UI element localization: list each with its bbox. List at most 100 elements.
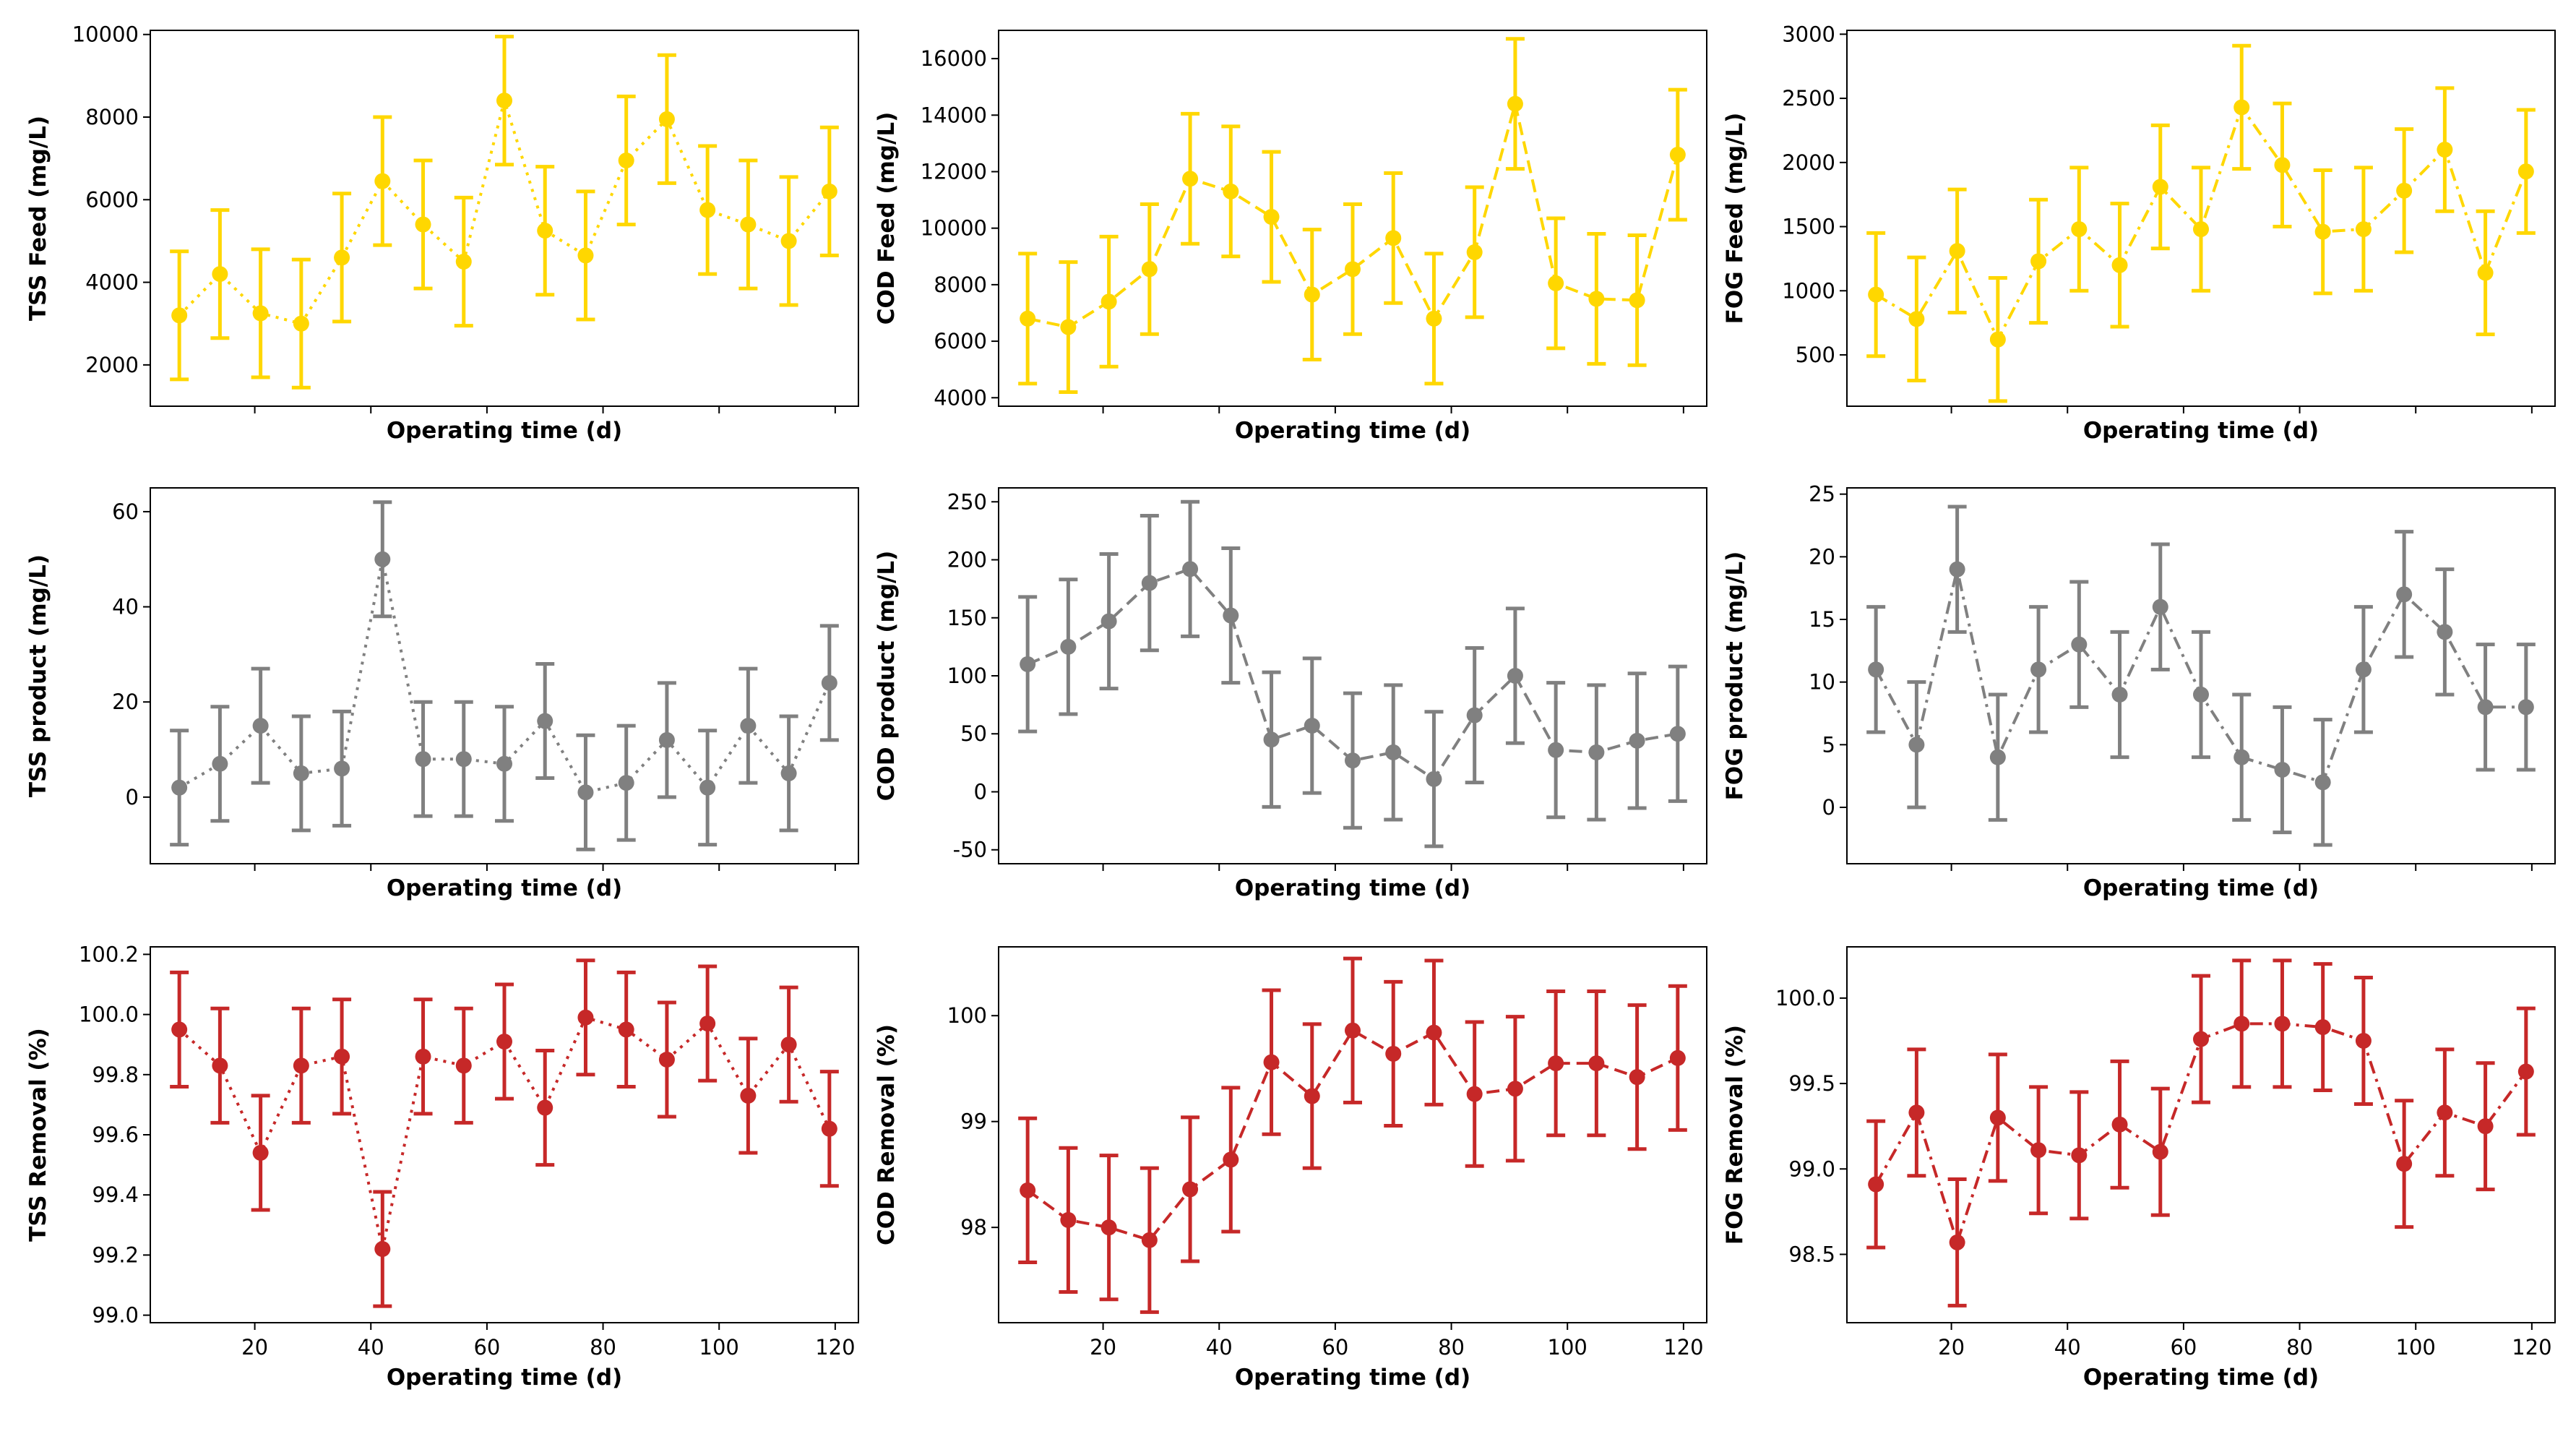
data-point: [1385, 744, 1402, 760]
y-tick-label: 2000: [1782, 150, 1835, 175]
data-point: [1548, 1055, 1564, 1072]
data-point: [1385, 1045, 1402, 1062]
tss-feed-plot-frame: [150, 30, 859, 407]
data-point: [1989, 749, 2006, 765]
y-tick-label: 99.8: [92, 1062, 139, 1087]
data-point: [1100, 613, 1117, 630]
data-point: [1345, 1022, 1361, 1039]
data-point: [293, 315, 309, 332]
data-point: [1263, 209, 1280, 226]
x-tick-label: 100: [699, 1335, 739, 1360]
x-tick-label: 100: [2396, 1335, 2436, 1360]
y-tick-label: 0: [974, 779, 987, 804]
data-point: [2396, 586, 2413, 603]
data-point: [1588, 744, 1605, 760]
data-point: [1141, 261, 1158, 278]
data-point: [2314, 774, 2331, 791]
data-point: [334, 1048, 350, 1065]
data-point: [1548, 742, 1564, 758]
y-tick-label: 100: [947, 664, 987, 688]
data-point: [2152, 1143, 2168, 1160]
data-point: [537, 223, 553, 239]
data-point: [2274, 762, 2291, 778]
data-point: [1908, 311, 1925, 327]
data-point: [1507, 668, 1523, 684]
data-point: [1949, 1234, 1965, 1250]
data-point: [1020, 656, 1036, 672]
data-point: [618, 153, 634, 168]
data-point: [780, 233, 797, 249]
data-point: [2437, 624, 2453, 640]
y-tick-label: 4000: [934, 385, 987, 410]
tss-product-plot-frame: [150, 487, 859, 864]
data-point: [1588, 1055, 1605, 1072]
data-point: [1182, 561, 1199, 578]
data-point: [496, 1034, 512, 1050]
cod-product-chart: -50 0 50 100 150 200 250 Operating time (d) COD …: [874, 487, 1707, 901]
data-point: [1100, 1219, 1117, 1236]
data-point: [699, 1016, 716, 1032]
y-tick-label: 12000: [921, 159, 987, 184]
y-tick-label: 0: [1822, 795, 1835, 820]
y-tick-label: 14000: [921, 103, 987, 127]
data-point: [212, 755, 228, 772]
y-tick-label: 98.5: [1788, 1242, 1835, 1266]
data-point: [374, 551, 391, 567]
data-point: [1345, 752, 1361, 769]
y-tick-label: 98: [960, 1215, 987, 1240]
y-tick-label: 2000: [85, 353, 139, 377]
data-point: [1060, 319, 1077, 335]
data-point: [1629, 292, 1645, 309]
data-point: [1345, 261, 1361, 278]
data-point: [2071, 1147, 2088, 1164]
y-tick-label: -50: [953, 838, 987, 862]
y-axis-title: FOG Removal (%): [1722, 1025, 1748, 1245]
data-point: [2233, 749, 2250, 765]
data-point: [1908, 737, 1925, 753]
data-point: [2396, 1156, 2413, 1172]
data-point: [252, 305, 269, 322]
x-tick-label: 80: [1438, 1335, 1465, 1360]
data-point: [618, 775, 634, 791]
y-axis-title: FOG Feed (mg/L): [1722, 113, 1748, 325]
x-tick-label: 40: [2054, 1335, 2081, 1360]
data-point: [2274, 1016, 2291, 1032]
data-point: [2477, 699, 2494, 716]
cod-removal-series-line: [1027, 1029, 1679, 1242]
y-tick-label: 16000: [921, 46, 987, 71]
y-tick-label: 15: [1809, 607, 1835, 632]
data-point: [1466, 707, 1483, 724]
x-tick-label: 20: [1938, 1335, 1965, 1360]
data-point: [1669, 147, 1686, 163]
data-point: [1020, 310, 1036, 327]
data-point: [1669, 726, 1686, 742]
data-point: [293, 1057, 309, 1074]
data-point: [537, 713, 553, 729]
y-axis-title: TSS Removal (%): [25, 1028, 51, 1242]
data-point: [334, 760, 350, 777]
data-point: [2111, 257, 2128, 273]
data-point: [1304, 1088, 1320, 1104]
y-tick-label: 4000: [85, 270, 139, 295]
y-tick-label: 10000: [72, 22, 139, 47]
data-point: [577, 784, 594, 801]
data-point: [821, 1120, 837, 1137]
data-point: [658, 111, 675, 127]
data-point: [1141, 1232, 1158, 1248]
data-point: [1466, 244, 1483, 260]
data-point: [252, 1144, 269, 1161]
data-point: [2355, 1033, 2372, 1049]
data-point: [212, 266, 228, 283]
data-point: [740, 718, 757, 734]
data-point: [2517, 163, 2534, 180]
cod-removal-plot-frame: [998, 946, 1707, 1323]
data-point: [1426, 310, 1442, 327]
data-point: [2030, 253, 2047, 270]
x-axis-title: Operating time (d): [387, 418, 622, 444]
data-point: [374, 173, 391, 189]
data-point: [1908, 1104, 1925, 1121]
x-tick-label: 60: [473, 1335, 500, 1360]
y-tick-label: 6000: [85, 187, 139, 212]
data-point: [455, 1057, 472, 1074]
